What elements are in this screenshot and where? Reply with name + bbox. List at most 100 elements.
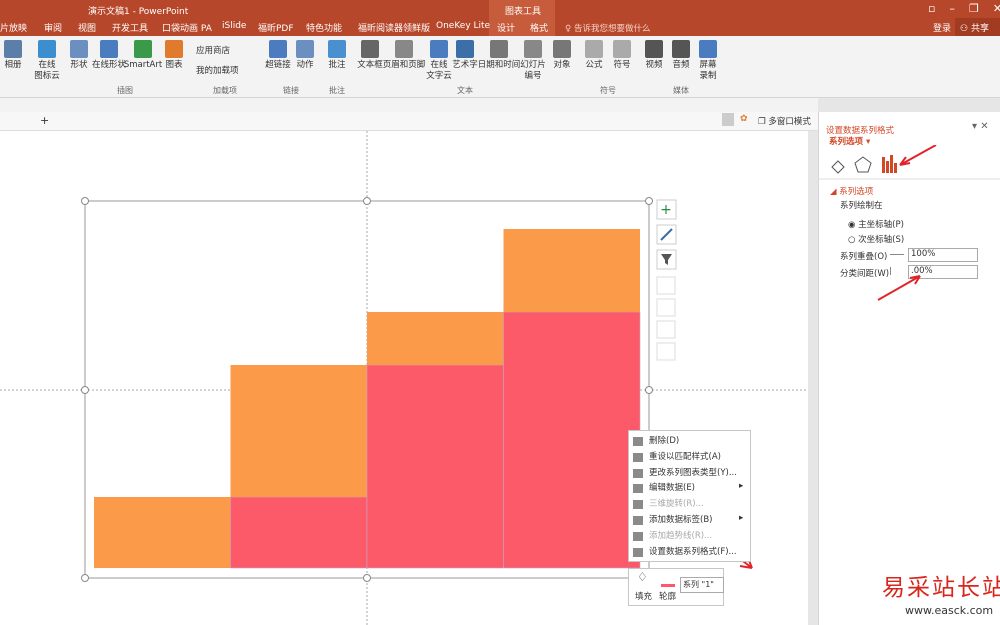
tab[interactable]: 设计 bbox=[497, 24, 516, 34]
ribbon-icon bbox=[4, 40, 22, 58]
ribbon-button[interactable]: 视频 bbox=[645, 60, 663, 70]
ribbon-button[interactable]: 艺术字 bbox=[452, 60, 478, 70]
ribbon-button[interactable]: 幻灯片 编号 bbox=[520, 60, 546, 81]
ribbon-group: 媒体 bbox=[673, 86, 689, 95]
ribbon-button[interactable]: 在线形状 bbox=[91, 60, 126, 70]
ribbon-icon bbox=[456, 40, 474, 58]
ribbon-button[interactable]: SmartArt bbox=[123, 60, 163, 70]
bar-segment[interactable] bbox=[366, 364, 504, 569]
gap-value[interactable]: .00% bbox=[908, 265, 978, 279]
tab[interactable]: iSlide bbox=[222, 21, 247, 31]
ribbon-button[interactable]: 在线 文字云 bbox=[426, 60, 452, 81]
tab[interactable]: 特色功能 bbox=[306, 24, 343, 34]
window-title: 演示文稿1 - PowerPoint bbox=[88, 7, 189, 17]
fill-tab[interactable] bbox=[831, 160, 845, 174]
section[interactable]: ◢ 系列选项 bbox=[830, 187, 874, 197]
overlap-value[interactable]: 100% bbox=[908, 248, 978, 262]
bar-segment[interactable] bbox=[503, 229, 641, 312]
slide-canvas: + bbox=[0, 131, 808, 625]
ribbon-icon bbox=[296, 40, 314, 58]
new-tab[interactable]: + bbox=[40, 114, 50, 127]
secondary-axis[interactable]: ○ 次坐标轴(S) bbox=[848, 235, 905, 245]
search-text: 告诉我您想要做什么 bbox=[573, 24, 651, 34]
menu-item[interactable]: 更改系列图表类型(Y)... bbox=[649, 467, 737, 478]
tab[interactable]: 口袋动画 PA bbox=[162, 24, 212, 34]
share[interactable]: ⚇ 共享 bbox=[960, 24, 989, 34]
multi-window[interactable]: ❐ 多窗口模式 bbox=[758, 117, 811, 127]
ribbon-icon bbox=[269, 40, 287, 58]
tab[interactable]: 格式 bbox=[530, 24, 549, 34]
tab[interactable]: 福昕PDF bbox=[258, 24, 294, 34]
effects-tab[interactable] bbox=[854, 156, 872, 173]
outline-icon[interactable] bbox=[661, 572, 675, 587]
ribbon-button[interactable]: 超链接 bbox=[265, 60, 291, 70]
overlap-slider[interactable] bbox=[890, 254, 904, 255]
pane-dropdown[interactable]: 系列选项 ▾ bbox=[829, 137, 871, 147]
ribbon-button[interactable]: 批注 bbox=[328, 60, 346, 70]
menu-icon bbox=[633, 437, 643, 446]
chart-tools[interactable]: + bbox=[656, 199, 677, 361]
pane-title: 设置数据系列格式 bbox=[826, 126, 895, 136]
ribbon-button[interactable]: 公式 bbox=[585, 60, 603, 70]
menu-icon bbox=[633, 452, 643, 462]
bar-segment[interactable] bbox=[230, 496, 368, 569]
bar-segment[interactable] bbox=[230, 365, 368, 497]
tab[interactable]: 开发工具 bbox=[112, 24, 149, 34]
primary-axis[interactable]: ◉ 主坐标轴(P) bbox=[848, 220, 904, 230]
ribbon-button[interactable]: 页眉和页脚 bbox=[382, 60, 426, 70]
ribbon-button[interactable]: 我的加载项 bbox=[196, 66, 239, 76]
bar-segment[interactable] bbox=[503, 311, 641, 569]
context-menu bbox=[628, 430, 751, 562]
menu-icon bbox=[633, 547, 643, 557]
ribbon-button[interactable]: 对象 bbox=[553, 60, 571, 70]
menu-item[interactable]: 重设以匹配样式(A) bbox=[649, 451, 721, 462]
annotation-arrow bbox=[899, 145, 937, 166]
tab[interactable]: 片放映 bbox=[0, 24, 28, 34]
ribbon-button[interactable]: 形状 bbox=[70, 60, 88, 70]
ribbon-button[interactable]: 动作 bbox=[296, 60, 314, 70]
menu-item[interactable]: 编辑数据(E) bbox=[649, 483, 696, 494]
ribbon-icon bbox=[100, 40, 118, 58]
ribbon-button[interactable]: 文本框 bbox=[357, 60, 383, 70]
tab[interactable]: 福昕阅读器领鲜版 bbox=[358, 24, 431, 34]
secondary-text: 次坐标轴(S) bbox=[858, 235, 905, 245]
dropdown-text: 系列选项 bbox=[829, 137, 864, 147]
settings-icon[interactable]: ✿ bbox=[740, 114, 748, 124]
menu-item: 三维旋转(R)... bbox=[649, 499, 704, 510]
bar-segment[interactable] bbox=[367, 312, 504, 365]
login[interactable]: 登录 bbox=[933, 24, 952, 34]
pane-icons bbox=[818, 145, 1000, 180]
ribbon-button[interactable]: 在线 图标云 bbox=[34, 60, 60, 81]
ribbon-button[interactable]: 屏幕 录制 bbox=[699, 60, 717, 81]
ribbon-group: 链接 bbox=[283, 86, 299, 95]
pane-close[interactable]: ▾ ✕ bbox=[972, 121, 989, 132]
search[interactable]: ♀ 告诉我您想要做什么 bbox=[565, 24, 651, 34]
ribbon-button[interactable]: 图表 bbox=[165, 60, 183, 70]
watermark-name: 易采站长站 bbox=[882, 575, 1000, 601]
options-tab[interactable] bbox=[882, 155, 897, 173]
tab[interactable]: OneKey Lite bbox=[436, 21, 491, 31]
ribbon-button[interactable]: 符号 bbox=[613, 60, 631, 70]
tab[interactable]: 审阅 bbox=[44, 24, 63, 34]
tab[interactable]: 视图 bbox=[78, 24, 97, 34]
menu-item[interactable]: 设置数据系列格式(F)... bbox=[649, 546, 737, 557]
outline[interactable]: 轮廓 bbox=[659, 592, 677, 602]
ribbon-group: 批注 bbox=[329, 86, 345, 95]
series-box[interactable]: 系列 "1" bbox=[680, 577, 724, 593]
view-icon[interactable] bbox=[722, 113, 734, 126]
menu-item[interactable]: 删除(D) bbox=[649, 436, 680, 446]
fill-icon[interactable]: ♢ bbox=[637, 570, 648, 584]
menu-item[interactable]: 添加数据标签(B) bbox=[649, 515, 713, 525]
svg-text:+: + bbox=[660, 202, 672, 218]
ribbon-button[interactable]: 音频 bbox=[672, 60, 690, 70]
menu-icon bbox=[633, 531, 643, 541]
context-tab: 图表工具 bbox=[505, 7, 542, 17]
ribbon-button[interactable]: 日期和时间 bbox=[477, 60, 521, 70]
window-controls[interactable]: ▫–❐✕ bbox=[928, 2, 1000, 15]
fill[interactable]: 填充 bbox=[635, 592, 653, 602]
ribbon-button[interactable]: 应用商店 bbox=[196, 46, 231, 56]
share-bg bbox=[955, 18, 1000, 36]
ribbon-button[interactable]: 相册 bbox=[4, 60, 22, 70]
gap-slider[interactable] bbox=[890, 267, 891, 275]
bar-segment[interactable] bbox=[94, 497, 231, 568]
